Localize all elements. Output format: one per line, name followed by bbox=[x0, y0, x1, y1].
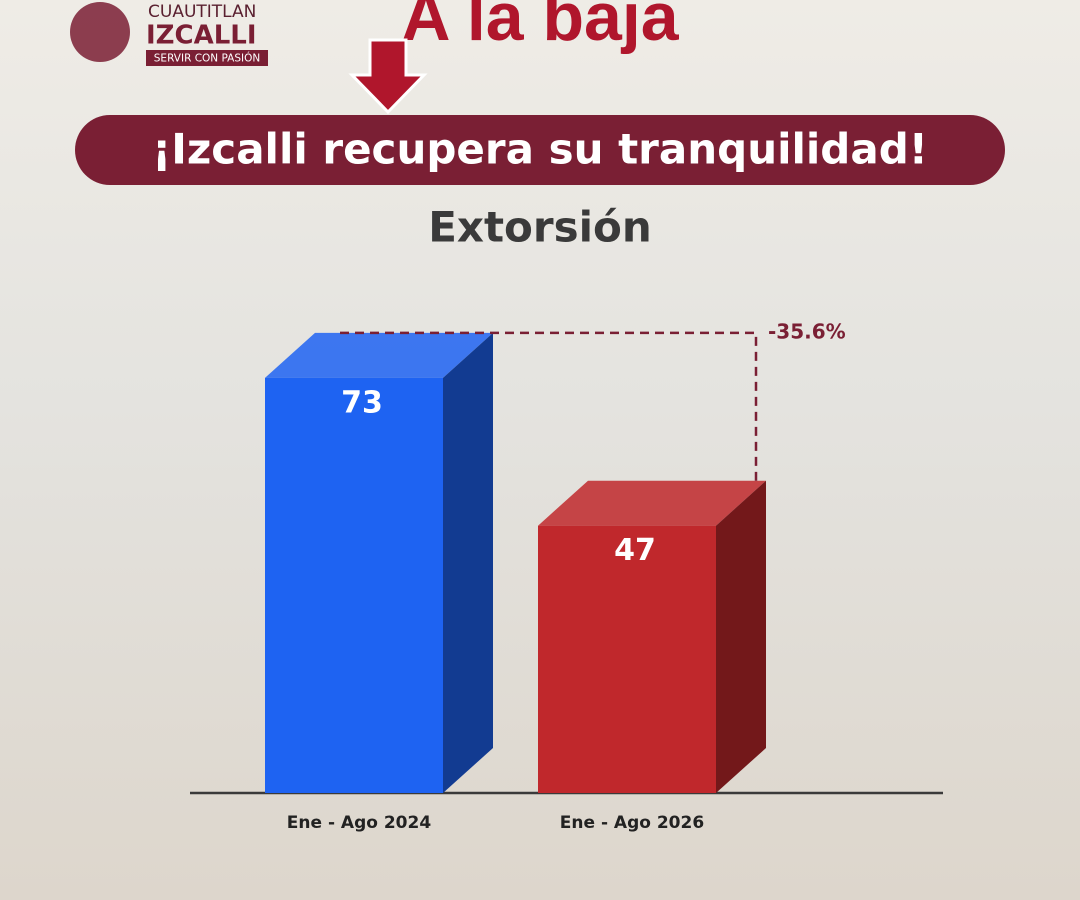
bar-top bbox=[265, 332, 493, 378]
logo-name: IZCALLI bbox=[146, 21, 257, 51]
headline: A la baja bbox=[401, 0, 679, 55]
bar-side bbox=[716, 480, 766, 793]
logo-motto: SERVIR CON PASIÓN bbox=[154, 52, 260, 65]
logo-top: CUAUTITLAN bbox=[148, 2, 256, 22]
change-indicator bbox=[340, 331, 758, 481]
banner-bg bbox=[75, 115, 1005, 185]
x-tick-label: Ene - Ago 2024 bbox=[287, 813, 432, 833]
bar bbox=[538, 525, 716, 793]
logo-emblem bbox=[70, 2, 130, 62]
bar-side bbox=[443, 332, 493, 793]
bar bbox=[265, 377, 443, 793]
down-arrow bbox=[348, 38, 428, 115]
data-label: 73 bbox=[341, 385, 383, 420]
banner: ¡Izcalli recupera su tranquilidad! bbox=[152, 125, 928, 174]
x-tick-label: Ene - Ago 2026 bbox=[560, 813, 704, 833]
chart-title: Extorsión bbox=[428, 203, 652, 252]
bar-top bbox=[538, 480, 766, 526]
logo-motto-bg bbox=[146, 50, 268, 66]
data-label: 47 bbox=[614, 533, 656, 568]
change-label: -35.6% bbox=[768, 319, 846, 343]
